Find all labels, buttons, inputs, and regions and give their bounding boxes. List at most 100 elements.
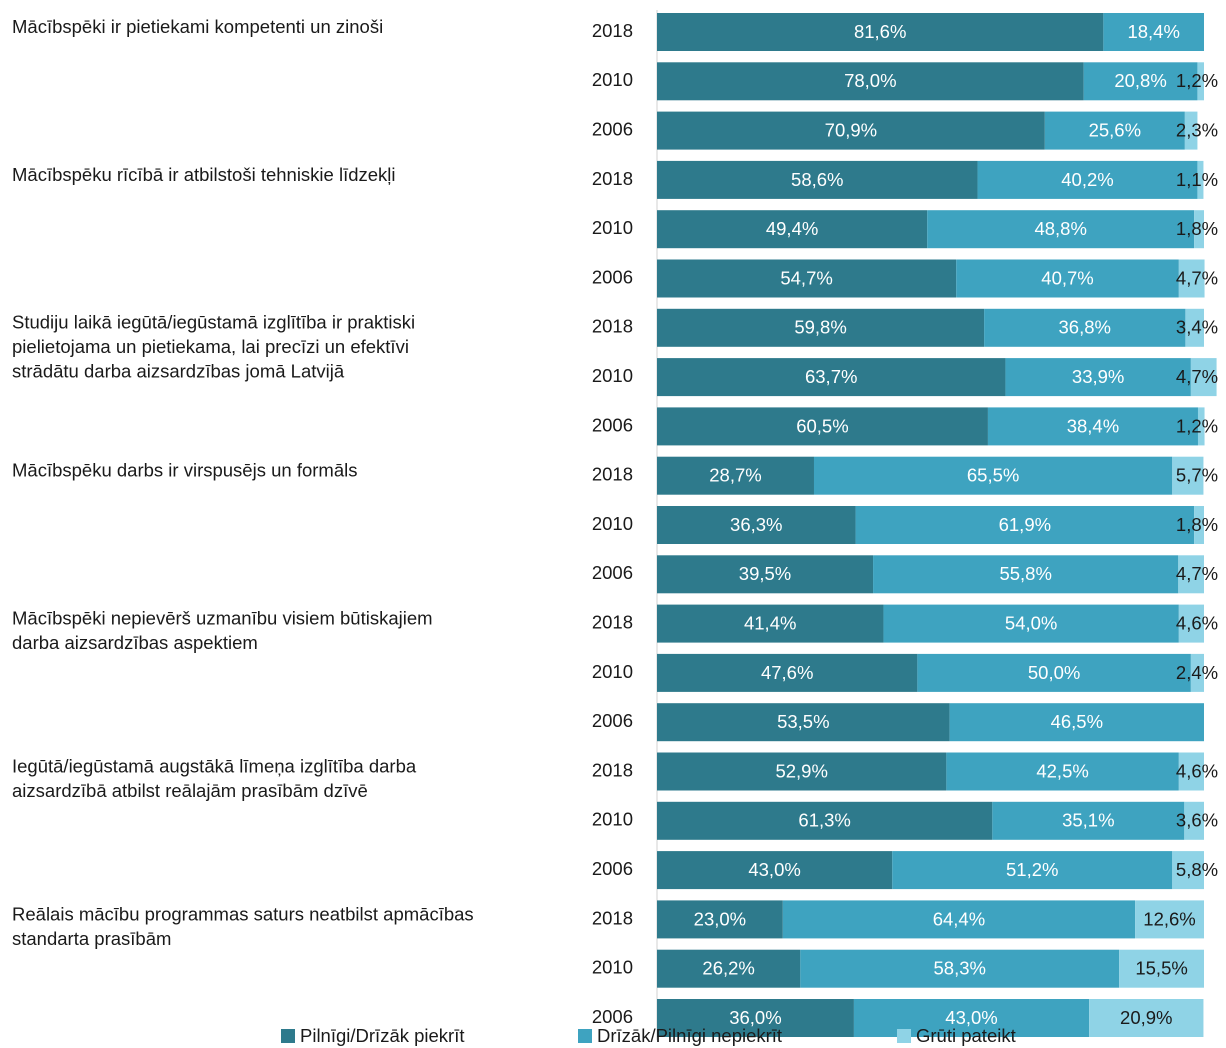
bar-segment: [1197, 62, 1204, 101]
legend-swatch: [281, 1029, 295, 1043]
bar-segment: [853, 999, 1090, 1037]
bar-segment: [657, 111, 1045, 150]
bar-segment: [657, 160, 978, 199]
value-label: 3,4%: [1176, 317, 1218, 338]
value-label: 48,8%: [1034, 218, 1086, 239]
bar-segment: [657, 653, 918, 692]
y-tick-label: 2006: [592, 858, 633, 879]
y-tick-label: 2010: [592, 513, 633, 534]
bar-segment: [1089, 999, 1204, 1037]
value-label: 15,5%: [1135, 958, 1187, 979]
bar-segment: [657, 259, 957, 298]
value-label: 26,2%: [702, 958, 754, 979]
value-label: 20,8%: [1114, 70, 1166, 91]
value-label: 4,6%: [1176, 760, 1218, 781]
group-label: Mācībspēku rīcībā ir atbilstoši tehniski…: [12, 164, 396, 185]
value-label: 33,9%: [1072, 366, 1124, 387]
y-tick-label: 2018: [592, 907, 633, 928]
y-tick-label: 2006: [592, 562, 633, 583]
y-tick-label: 2006: [592, 118, 633, 139]
bar-segment: [657, 210, 928, 249]
y-tick-label: 2006: [592, 266, 633, 287]
value-label: 23,0%: [694, 908, 746, 929]
value-label: 63,7%: [805, 366, 857, 387]
group-label: Mācībspēki nepievērš uzmanību visiem būt…: [12, 607, 433, 628]
group-label: aizsardzībā atbilst reālajām prasībām dz…: [12, 780, 368, 801]
bar-segment: [657, 604, 884, 643]
bar-segment: [1190, 653, 1204, 692]
bar-segment: [657, 949, 801, 988]
bar-segment: [977, 160, 1198, 199]
bar-segment: [1083, 62, 1198, 101]
legend-label: Drīzāk/Pilnīgi nepiekrīt: [597, 1025, 782, 1046]
y-tick-label: 2018: [592, 464, 633, 485]
value-label: 60,5%: [796, 415, 848, 436]
value-label: 2,4%: [1176, 662, 1218, 683]
value-label: 58,3%: [934, 958, 986, 979]
y-tick-label: 2010: [592, 365, 633, 386]
bar-segment: [1172, 456, 1204, 495]
value-label: 47,6%: [761, 662, 813, 683]
y-tick-label: 2018: [592, 316, 633, 337]
value-label: 61,9%: [999, 514, 1051, 535]
value-label: 36,3%: [730, 514, 782, 535]
bar-segment: [657, 703, 950, 742]
value-label: 4,7%: [1176, 366, 1218, 387]
bar-segment: [813, 456, 1173, 495]
legend-label: Grūti pateikt: [916, 1025, 1016, 1046]
group-label: Studiju laikā iegūtā/iegūstamā izglītība…: [12, 312, 415, 333]
value-label: 1,1%: [1176, 169, 1218, 190]
bar-segment: [657, 308, 985, 347]
bar-segment: [1172, 851, 1204, 890]
bar-segment: [992, 801, 1185, 840]
bar-segment: [855, 506, 1195, 544]
bar-segment: [1194, 210, 1204, 249]
value-label: 61,3%: [798, 810, 850, 831]
group-label: Mācībspēku darbs ir virspusējs un formāl…: [12, 460, 357, 481]
value-label: 78,0%: [844, 70, 896, 91]
value-label: 4,7%: [1176, 267, 1218, 288]
value-label: 54,0%: [1005, 612, 1057, 633]
bar-segment: [1178, 752, 1204, 791]
bar-segment: [987, 407, 1198, 446]
value-label: 18,4%: [1127, 21, 1179, 42]
bar-segment: [1197, 407, 1205, 446]
value-label: 43,0%: [945, 1007, 997, 1028]
value-label: 40,7%: [1041, 267, 1093, 288]
bar-segment: [927, 210, 1195, 249]
value-label: 4,6%: [1176, 612, 1218, 633]
value-label: 35,1%: [1062, 810, 1114, 831]
bar-segment: [1184, 111, 1198, 150]
bar-segment: [657, 13, 1104, 51]
value-label: 28,7%: [709, 465, 761, 486]
value-label: 65,5%: [967, 465, 1019, 486]
bar-segment: [657, 555, 874, 594]
value-label: 49,4%: [766, 218, 818, 239]
y-tick-label: 2010: [592, 217, 633, 238]
value-label: 25,6%: [1089, 119, 1141, 140]
value-label: 1,2%: [1176, 70, 1218, 91]
bar-segment: [956, 259, 1179, 298]
y-tick-label: 2006: [592, 1006, 633, 1027]
value-label: 43,0%: [748, 859, 800, 880]
bar-segment: [1103, 13, 1204, 51]
y-tick-label: 2018: [592, 759, 633, 780]
bar-segment: [657, 358, 1006, 397]
bar-segment: [1178, 555, 1204, 594]
legend-swatch: [578, 1029, 592, 1043]
value-label: 70,9%: [825, 119, 877, 140]
group-label: Iegūtā/iegūstamā augstākā līmeņa izglītī…: [12, 755, 417, 776]
legend-label: Pilnīgi/Drīzāk piekrīt: [300, 1025, 465, 1046]
value-label: 5,8%: [1176, 859, 1218, 880]
bar-segment: [1135, 900, 1204, 939]
bar-segment: [949, 703, 1204, 742]
value-label: 38,4%: [1067, 415, 1119, 436]
legend-swatch: [897, 1029, 911, 1043]
value-label: 42,5%: [1036, 760, 1088, 781]
y-tick-label: 2018: [592, 20, 633, 41]
value-label: 59,8%: [794, 317, 846, 338]
value-label: 3,6%: [1176, 810, 1218, 831]
bar-segment: [946, 752, 1179, 791]
value-label: 52,9%: [775, 760, 827, 781]
